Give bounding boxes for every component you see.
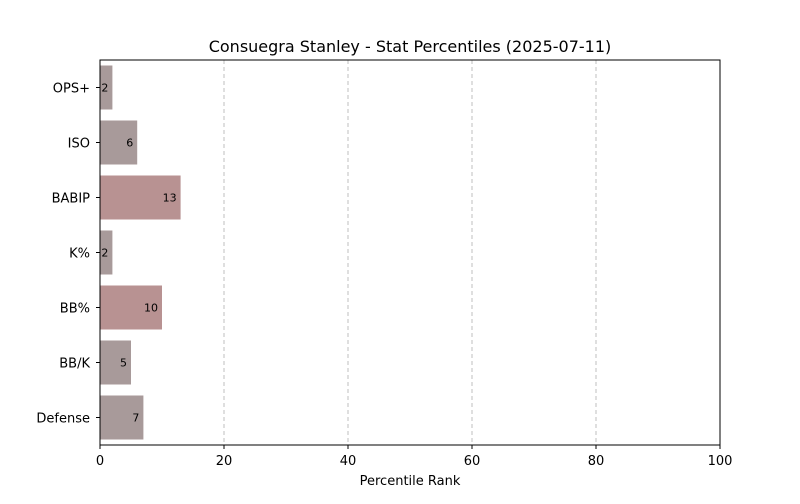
bar-iso [100, 120, 138, 165]
bar-babip [100, 175, 181, 220]
bar-bb-k [100, 340, 131, 385]
x-tick-label: 40 [340, 454, 357, 469]
y-tick-label: Defense [36, 412, 90, 427]
bar-value-label: 10 [144, 302, 158, 315]
bar-value-label: 2 [101, 82, 108, 95]
x-tick-label: 20 [216, 454, 233, 469]
bar-value-label: 5 [120, 357, 127, 370]
bar-bb [100, 285, 162, 330]
x-tick-label: 80 [588, 454, 605, 469]
y-tick-label: OPS+ [53, 82, 90, 97]
grid-layer [223, 60, 597, 445]
bar-value-label: 13 [163, 192, 177, 205]
y-tick-label: BB/K [59, 357, 90, 372]
y-tick-label: ISO [68, 137, 90, 152]
bar-defense [100, 395, 144, 440]
bar-value-label: 7 [132, 412, 139, 425]
bars-layer: 2 6 13 2 10 5 7 [100, 65, 181, 440]
bar-value-label: 6 [126, 137, 133, 150]
x-tick-label: 60 [464, 454, 481, 469]
y-tick-label: BB% [60, 302, 90, 317]
x-axis-label: Percentile Rank [360, 474, 461, 489]
y-tick-label: K% [69, 247, 90, 262]
bar-k [100, 230, 113, 275]
x-tick-label: 100 [708, 454, 733, 469]
plot-frame [99, 59, 721, 446]
ticks-layer: 0 20 40 60 80 100 OPS+ ISO BABIP K% BB% BB/K Defense [36, 82, 732, 470]
bar-ops [100, 65, 113, 110]
chart-title: Consuegra Stanley - Stat Percentiles (20… [209, 37, 612, 56]
bar-value-label: 2 [101, 247, 108, 260]
x-tick-label: 0 [96, 454, 104, 469]
y-tick-label: BABIP [52, 192, 91, 207]
